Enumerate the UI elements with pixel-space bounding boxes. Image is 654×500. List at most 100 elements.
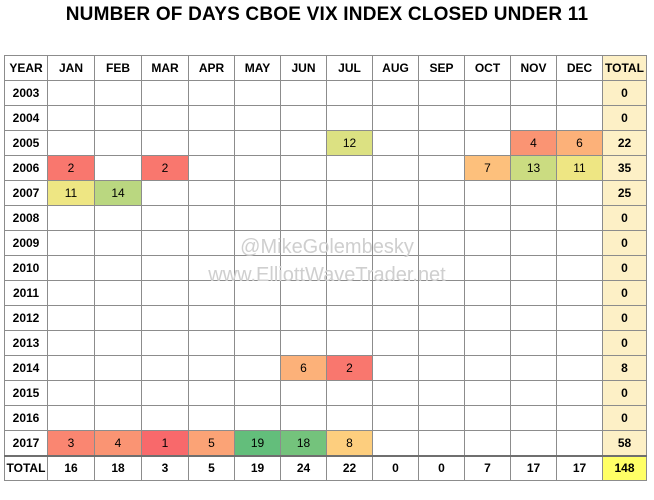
column-header-total: TOTAL — [602, 55, 647, 81]
cell-may — [234, 255, 281, 281]
cell-oct — [464, 205, 511, 231]
cell-oct: 7 — [464, 155, 511, 181]
table-row-2015: 2015 0 — [4, 380, 647, 406]
cell-oct — [464, 330, 511, 356]
cell-jan — [47, 405, 95, 431]
cell-apr — [188, 155, 235, 181]
cell-aug — [372, 155, 419, 181]
cell-sep — [418, 305, 465, 331]
cell-jan — [47, 205, 95, 231]
row-total: 0 — [602, 205, 647, 231]
cell-apr — [188, 80, 235, 106]
cell-nov — [510, 430, 557, 456]
column-header-may: MAY — [234, 55, 281, 81]
cell-aug — [372, 405, 419, 431]
table-row-2008: 2008 0 — [4, 205, 647, 231]
year-label: 2015 — [4, 380, 48, 406]
cell-feb — [94, 80, 142, 106]
row-total: 0 — [602, 105, 647, 131]
cell-aug — [372, 105, 419, 131]
cell-may: 19 — [234, 430, 281, 456]
column-header-mar: MAR — [141, 55, 189, 81]
cell-apr — [188, 180, 235, 206]
cell-nov — [510, 255, 557, 281]
cell-may — [234, 180, 281, 206]
cell-aug — [372, 305, 419, 331]
cell-nov — [510, 80, 557, 106]
cell-mar — [141, 105, 189, 131]
cell-jun — [280, 105, 327, 131]
cell-jan — [47, 130, 95, 156]
month-total-jul: 22 — [326, 454, 373, 481]
cell-feb — [94, 305, 142, 331]
cell-mar — [141, 305, 189, 331]
cell-oct — [464, 405, 511, 431]
cell-feb — [94, 230, 142, 256]
cell-jun — [280, 205, 327, 231]
cell-sep — [418, 180, 465, 206]
year-label: 2013 — [4, 330, 48, 356]
totals-row: TOTAL 16 18 3 5 19 24 22 0 0 7 17 17 148 — [4, 454, 647, 481]
column-header-jun: JUN — [280, 55, 327, 81]
year-label: 2007 — [4, 180, 48, 206]
cell-mar — [141, 330, 189, 356]
cell-mar — [141, 405, 189, 431]
cell-feb — [94, 155, 142, 181]
cell-feb — [94, 405, 142, 431]
cell-nov — [510, 105, 557, 131]
cell-jan: 11 — [47, 180, 95, 206]
cell-nov — [510, 405, 557, 431]
column-header-feb: FEB — [94, 55, 142, 81]
cell-feb — [94, 130, 142, 156]
cell-sep — [418, 255, 465, 281]
table-row-2007: 2007 11 14 25 — [4, 180, 647, 206]
cell-may — [234, 105, 281, 131]
cell-jun — [280, 380, 327, 406]
month-total-oct: 7 — [464, 454, 511, 481]
cell-dec — [556, 280, 603, 306]
table-row-2012: 2012 0 — [4, 305, 647, 331]
cell-dec — [556, 230, 603, 256]
cell-mar — [141, 205, 189, 231]
cell-sep — [418, 80, 465, 106]
cell-nov — [510, 205, 557, 231]
cell-oct — [464, 355, 511, 381]
cell-sep — [418, 280, 465, 306]
cell-jun — [280, 230, 327, 256]
cell-jul: 12 — [326, 130, 373, 156]
cell-mar — [141, 180, 189, 206]
column-header-nov: NOV — [510, 55, 557, 81]
cell-jul — [326, 230, 373, 256]
cell-dec — [556, 405, 603, 431]
cell-may — [234, 155, 281, 181]
cell-oct — [464, 80, 511, 106]
cell-jul — [326, 405, 373, 431]
month-total-jun: 24 — [280, 454, 327, 481]
row-total: 0 — [602, 230, 647, 256]
table-row-2010: 2010 0 — [4, 255, 647, 281]
cell-aug — [372, 230, 419, 256]
cell-jun — [280, 80, 327, 106]
cell-may — [234, 305, 281, 331]
cell-may — [234, 80, 281, 106]
cell-mar — [141, 355, 189, 381]
cell-jun — [280, 330, 327, 356]
row-total: 0 — [602, 80, 647, 106]
cell-sep — [418, 130, 465, 156]
cell-may — [234, 355, 281, 381]
cell-jul — [326, 255, 373, 281]
cell-apr — [188, 230, 235, 256]
cell-jan: 3 — [47, 430, 95, 456]
cell-nov — [510, 305, 557, 331]
cell-feb — [94, 255, 142, 281]
cell-jan — [47, 255, 95, 281]
cell-dec — [556, 430, 603, 456]
year-label: 2017 — [4, 430, 48, 456]
cell-aug — [372, 280, 419, 306]
table-row-2013: 2013 0 — [4, 330, 647, 356]
row-total: 0 — [602, 305, 647, 331]
cell-feb — [94, 330, 142, 356]
cell-dec: 6 — [556, 130, 603, 156]
totals-label: TOTAL — [4, 454, 48, 481]
cell-aug — [372, 430, 419, 456]
